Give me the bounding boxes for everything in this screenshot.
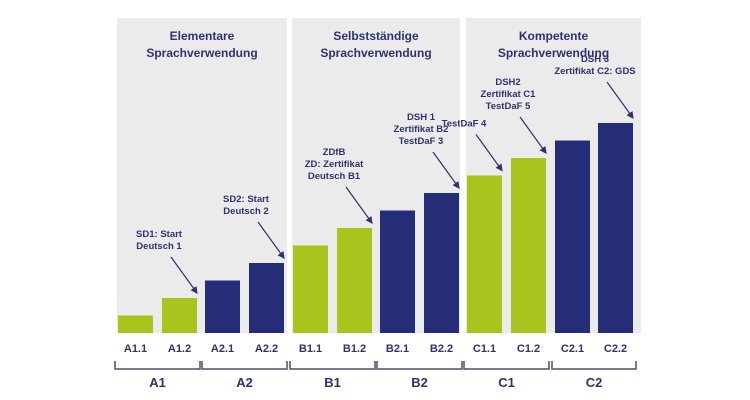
group-label: B2 [411, 375, 428, 390]
annotation-text: DSH 1 [407, 112, 436, 123]
bar-A2-2 [249, 263, 284, 333]
tick-label: C1.1 [473, 343, 496, 355]
tick-label: B2.1 [386, 343, 409, 355]
panel-title: Sprachverwendung [498, 46, 609, 60]
annotation-text: SD2: Start [223, 194, 270, 205]
group-label: A2 [236, 375, 253, 390]
annotation-text: Deutsch B1 [308, 171, 361, 182]
tick-label: A1.1 [124, 343, 147, 355]
annotation-text: Deutsch 2 [223, 206, 268, 217]
bar-A1-2 [162, 298, 197, 333]
bar-C2-1 [555, 140, 590, 333]
bar-A2-1 [205, 280, 240, 333]
bar-B2-1 [380, 210, 415, 333]
annotation-text: TestDaF 5 [486, 101, 531, 112]
tick-label: A1.2 [168, 343, 191, 355]
annotation-text: Zertifikat C2: GDS [554, 66, 635, 77]
tick-label: B2.2 [430, 343, 453, 355]
annotation-text: ZD: Zertifikat [305, 159, 364, 170]
group-label: C2 [586, 375, 603, 390]
annotation-text: SD1: Start [136, 229, 183, 240]
annotation-arrow [432, 151, 460, 189]
bar-B1-2 [337, 228, 372, 333]
annotation-arrow [170, 256, 198, 294]
group-bracket [376, 361, 463, 370]
panel-title: Sprachverwendung [146, 46, 257, 60]
group-label: B1 [324, 375, 341, 390]
annotation-text: TestDaF 3 [399, 136, 444, 147]
tick-label: B1.2 [343, 343, 366, 355]
annotation-text: Deutsch 1 [136, 241, 182, 252]
annotation-arrow [519, 116, 547, 154]
tick-label: A2.2 [255, 343, 278, 355]
tick-label: C2.1 [561, 343, 584, 355]
group-bracket [463, 361, 550, 370]
annotation-text: DSH2 [495, 77, 520, 88]
panel-title: Kompetente [519, 29, 589, 43]
bar-C1-2 [511, 158, 546, 333]
group-bracket [201, 361, 288, 370]
annotation-arrow [475, 134, 503, 172]
bar-C2-2 [598, 123, 633, 333]
group-label: A1 [149, 375, 166, 390]
bars-layer [118, 123, 633, 333]
annotation-text: TestDaF 4 [442, 119, 487, 130]
tick-label: B1.1 [299, 343, 322, 355]
panel-title: Sprachverwendung [320, 46, 431, 60]
bar-B2-2 [424, 193, 459, 333]
tick-label: C1.2 [517, 343, 540, 355]
tick-label: C2.2 [604, 343, 627, 355]
group-label: C1 [498, 375, 515, 390]
bar-C1-1 [467, 175, 502, 333]
annotation-arrow [345, 186, 373, 224]
annotation-text: ZDfB [323, 147, 346, 158]
annotation-text: DSH 3 [581, 54, 609, 65]
tick-label: A2.1 [211, 343, 234, 355]
group-bracket [114, 361, 201, 370]
annotation-text: Zertifikat C1 [481, 89, 537, 100]
group-bracket [551, 361, 637, 370]
annotation-text: Zertifikat B2 [394, 124, 449, 135]
panel-title: Selbstständige [333, 29, 419, 43]
bar-A1-1 [118, 315, 153, 333]
group-bracket [289, 361, 376, 370]
bar-B1-1 [293, 245, 328, 333]
annotation-arrow [257, 221, 285, 259]
axis-layer: A1.1 A1.2 A2.1 A2.2 B1.1 B1.2 B2.1 B2.2 C1.1 C1.2… [114, 343, 637, 390]
panel-title: Elementare [170, 29, 235, 43]
annotation-arrow [606, 81, 634, 119]
